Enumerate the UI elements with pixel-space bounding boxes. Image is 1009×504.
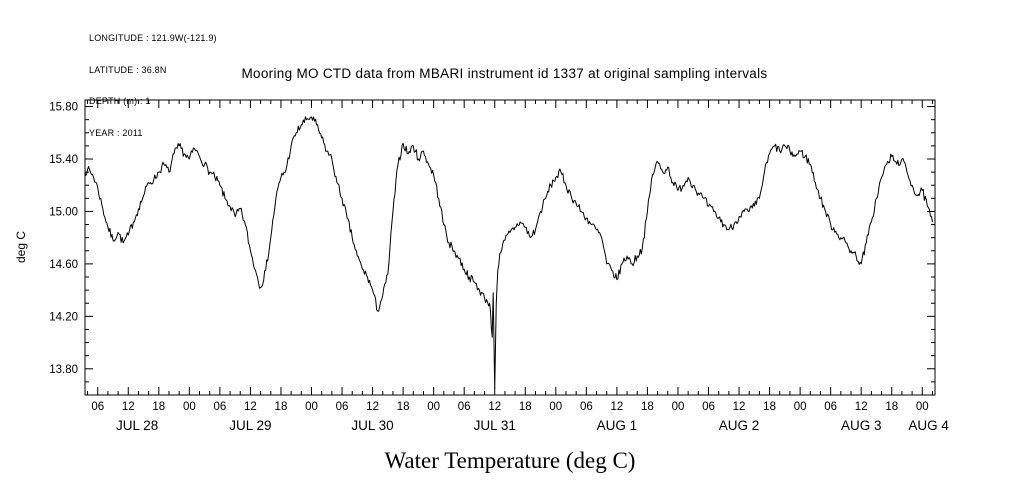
- x-tick-label: 06: [824, 401, 837, 413]
- x-date-label: AUG 3: [841, 418, 882, 433]
- metadata-depth: DEPTH (m) : 1: [89, 96, 151, 106]
- station-metadata: LONGITUDE : 121.9W(-121.9) LATITUDE : 36…: [89, 12, 217, 149]
- x-axis-title: Water Temperature (deg C): [384, 448, 636, 473]
- metadata-year: YEAR : 2011: [89, 127, 143, 138]
- metadata-longitude: LONGITUDE : 121.9W(-121.9): [89, 33, 217, 43]
- x-tick-label: 00: [916, 401, 929, 413]
- x-tick-label: 00: [672, 401, 685, 413]
- x-tick-label: 06: [91, 401, 104, 413]
- x-tick-label: 18: [152, 401, 165, 413]
- x-date-label: AUG 2: [719, 418, 760, 433]
- y-tick-label: 15.00: [49, 206, 78, 218]
- x-tick-label: 18: [275, 401, 288, 413]
- metadata-latitude: LATITUDE : 36.8N: [89, 64, 167, 75]
- x-tick-label: 00: [794, 401, 807, 413]
- x-tick-label: 18: [519, 401, 532, 413]
- y-axis-label: deg C: [14, 230, 28, 264]
- x-date-label: JUL 28: [116, 418, 158, 433]
- x-tick-label: 18: [397, 401, 410, 413]
- x-date-label: AUG 1: [597, 418, 638, 433]
- x-tick-label: 06: [580, 401, 593, 413]
- x-tick-label: 00: [427, 401, 440, 413]
- x-tick-label: 18: [763, 401, 776, 413]
- x-date-label: AUG 4: [908, 418, 949, 433]
- y-tick-label: 14.20: [49, 311, 78, 323]
- x-tick-label: 12: [244, 401, 257, 413]
- y-tick-label: 13.80: [49, 364, 78, 376]
- x-tick-label: 06: [336, 401, 349, 413]
- y-tick-label: 15.80: [49, 102, 78, 114]
- x-tick-label: 06: [458, 401, 471, 413]
- x-tick-label: 18: [885, 401, 898, 413]
- plot-frame: [84, 99, 936, 396]
- x-tick-label: 06: [702, 401, 715, 413]
- y-tick-label: 14.60: [49, 259, 78, 271]
- x-tick-label: 06: [213, 401, 226, 413]
- series-line: [84, 116, 933, 389]
- x-tick-label: 12: [855, 401, 868, 413]
- x-tick-label: 12: [366, 401, 379, 413]
- x-tick-label: 00: [183, 401, 196, 413]
- x-tick-label: 12: [610, 401, 623, 413]
- x-tick-label: 18: [641, 401, 654, 413]
- x-tick-label: 12: [488, 401, 501, 413]
- x-date-label: JUL 29: [229, 418, 271, 433]
- x-tick-label: 00: [549, 401, 562, 413]
- x-tick-label: 12: [733, 401, 746, 413]
- x-tick-label: 12: [122, 401, 135, 413]
- x-date-label: JUL 31: [474, 418, 516, 433]
- x-tick-label: 00: [305, 401, 318, 413]
- plot-title: Mooring MO CTD data from MBARI instrumen…: [241, 66, 768, 81]
- x-date-label: JUL 30: [351, 418, 393, 433]
- y-tick-label: 15.40: [49, 154, 78, 166]
